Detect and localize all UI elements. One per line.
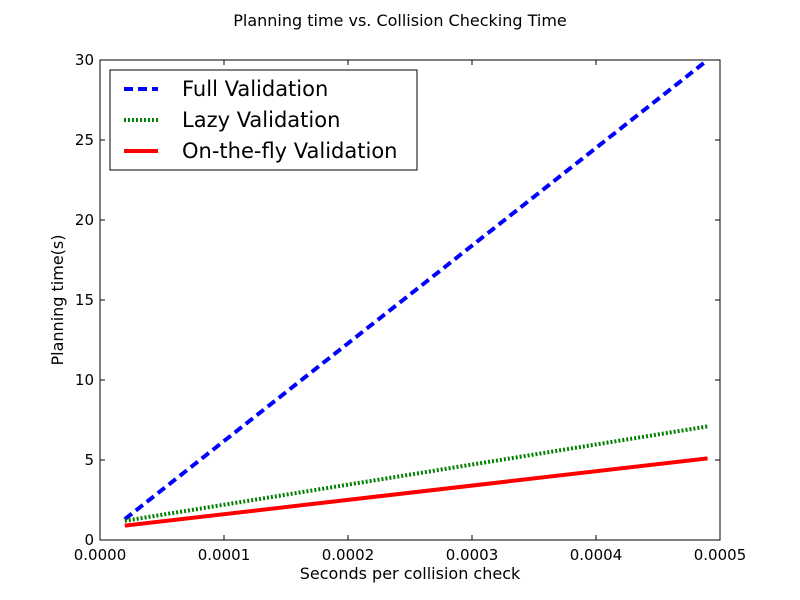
series-line-2 (124, 456, 708, 528)
x-tick-label: 0.0003 (446, 546, 499, 564)
legend-label-0: Full Validation (182, 77, 328, 101)
ticks-group: 0.0000 0.0001 0.0002 0.0003 0.0004 0.0005 0 5 10… (74, 51, 747, 564)
legend: Full Validation Lazy Validation On-the-fly… (109, 69, 418, 171)
y-tick-label: 15 (75, 291, 94, 309)
chart-title: Planning time vs. Collision Checking Tim… (233, 11, 567, 30)
legend-label-2: On-the-fly Validation (182, 139, 398, 163)
x-axis-label: Seconds per collision check (300, 564, 521, 583)
legend-box (109, 69, 418, 171)
y-tick-label: 30 (75, 51, 94, 69)
y-tick-label: 0 (84, 531, 94, 549)
y-tick-label: 10 (75, 371, 94, 389)
x-tick-label: 0.0005 (694, 546, 747, 564)
y-tick-label: 20 (75, 211, 94, 229)
legend-label-1: Lazy Validation (182, 108, 340, 132)
series-line-0 (123, 58, 709, 521)
x-tick-label: 0.0000 (74, 546, 127, 564)
y-tick-label: 5 (84, 451, 94, 469)
series-line-1 (124, 424, 708, 523)
x-tick-label: 0.0001 (198, 546, 251, 564)
y-tick-label: 25 (75, 131, 94, 149)
plot-series-group (123, 58, 709, 528)
y-axis-label: Planning time(s) (48, 235, 67, 366)
x-tick-label: 0.0004 (570, 546, 623, 564)
x-tick-label: 0.0002 (322, 546, 375, 564)
